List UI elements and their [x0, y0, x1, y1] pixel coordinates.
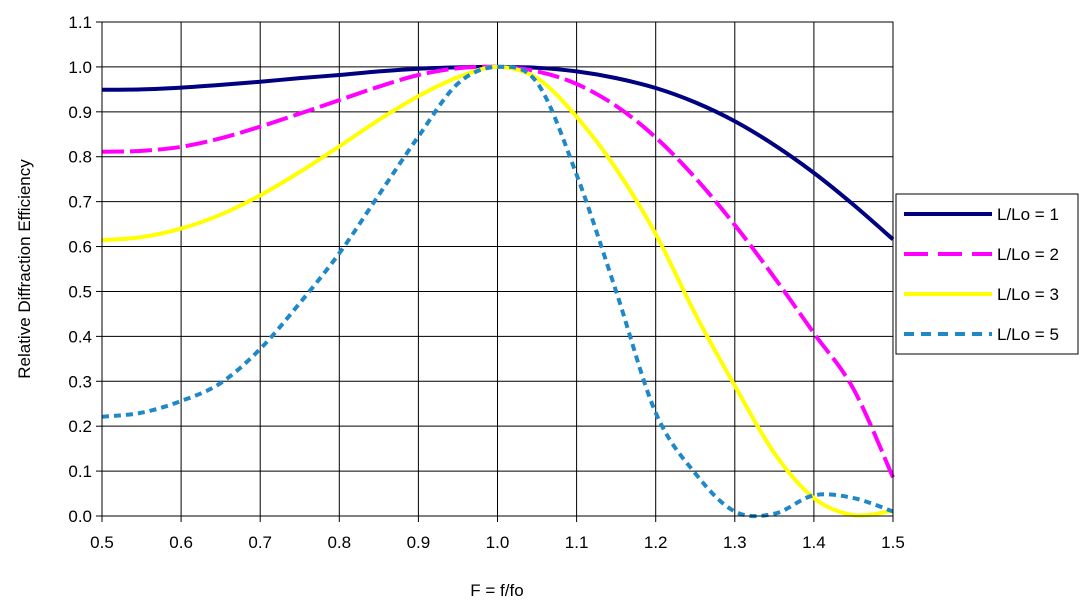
x-tick-label: 1.5: [881, 533, 905, 552]
y-tick-label: 0.6: [68, 238, 92, 257]
y-tick-label: 0.7: [68, 193, 92, 212]
y-tick-label: 0.1: [68, 462, 92, 481]
y-tick-label: 0.9: [68, 103, 92, 122]
y-tick-label: 0.3: [68, 372, 92, 391]
y-axis-ticks: 0.0 0.1 0.2 0.3 0.4 0.5 0.6 0.7 0.8 0.9 1.0 1.1: [68, 13, 102, 526]
y-tick-label: 0.8: [68, 148, 92, 167]
y-axis-title: Relative Diffraction Efficiency: [15, 159, 34, 379]
legend-label-l-lo-1: L/Lo = 1: [997, 205, 1059, 224]
x-tick-label: 0.9: [407, 533, 431, 552]
y-tick-label: 1.0: [68, 58, 92, 77]
y-tick-label: 0.4: [68, 327, 92, 346]
x-tick-label: 1.2: [644, 533, 668, 552]
series-line-l-lo-2: [101, 64, 895, 479]
legend-box: [895, 193, 1079, 355]
x-tick-label: 1.3: [723, 533, 747, 552]
y-tick-label: 0.0: [68, 507, 92, 526]
y-tick-label: 0.5: [68, 282, 92, 301]
legend-label-l-lo-2: L/Lo = 2: [997, 245, 1059, 264]
x-axis-ticks: 0.5 0.6 0.7 0.8 0.9 1.0 1.1 1.2 1.3 1.4 1.5: [90, 516, 905, 552]
legend: L/Lo = 1 L/Lo = 2 L/Lo = 3 L/Lo = 5: [895, 193, 1079, 355]
legend-label-l-lo-5: L/Lo = 5: [997, 325, 1059, 344]
x-axis-title: F = f/fo: [470, 581, 523, 600]
x-tick-label: 1.0: [486, 533, 510, 552]
y-tick-label: 0.2: [68, 417, 92, 436]
x-tick-label: 1.1: [565, 533, 589, 552]
x-tick-label: 0.8: [327, 533, 351, 552]
x-tick-label: 0.6: [169, 533, 193, 552]
x-tick-label: 0.7: [248, 533, 272, 552]
y-tick-label: 1.1: [68, 13, 92, 32]
x-tick-label: 1.4: [802, 533, 826, 552]
legend-label-l-lo-3: L/Lo = 3: [997, 285, 1059, 304]
x-tick-label: 0.5: [90, 533, 114, 552]
